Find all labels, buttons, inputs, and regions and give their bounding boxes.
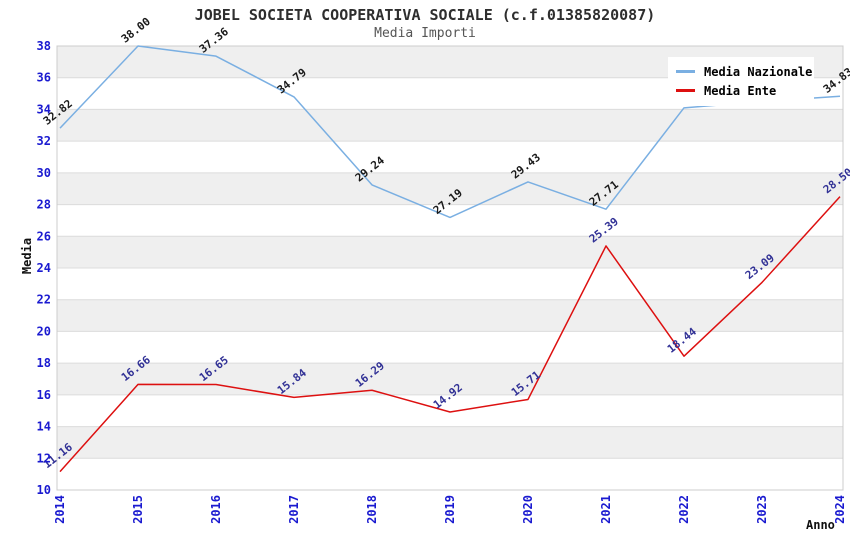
x-tick-label: 2021 (599, 495, 613, 524)
legend-swatch-blue-line (676, 70, 695, 73)
x-tick-label: 2019 (443, 495, 457, 524)
y-tick-label: 22 (37, 293, 51, 307)
legend-swatch-red-line (676, 89, 695, 92)
y-tick-label: 36 (37, 71, 51, 85)
legend-item-media-nazionale[interactable]: Media Nazionale (676, 62, 812, 81)
background-band (57, 236, 843, 268)
y-tick-label: 16 (37, 388, 51, 402)
y-tick-label: 18 (37, 356, 51, 370)
legend-label-media-nazionale: Media Nazionale (704, 64, 813, 79)
y-tick-label: 30 (37, 166, 51, 180)
legend-label-media-ente: Media Ente (704, 83, 777, 98)
x-tick-label: 2015 (131, 495, 145, 524)
point-label: 38.00 (119, 15, 153, 46)
background-band (57, 172, 843, 205)
y-tick-label: 14 (37, 420, 51, 434)
x-tick-label: 2018 (365, 495, 379, 524)
x-axis-title: Anno (806, 518, 835, 532)
y-tick-label: 12 (37, 451, 51, 465)
x-tick-label: 2017 (287, 495, 301, 524)
y-tick-label: 20 (37, 324, 51, 338)
chart-subtitle: Media Importi (374, 26, 476, 41)
background-band (57, 426, 843, 459)
x-tick-label: 2014 (53, 495, 67, 524)
background-band (57, 109, 843, 142)
y-tick-label: 34 (37, 102, 51, 116)
x-tick-label: 2020 (521, 495, 535, 524)
y-tick-label: 10 (37, 483, 51, 497)
y-tick-label: 26 (37, 229, 51, 243)
legend-item-media-ente[interactable]: Media Ente (676, 81, 806, 100)
background-band (57, 299, 843, 332)
y-tick-label: 32 (37, 134, 51, 148)
x-tick-label: 2024 (833, 495, 847, 524)
series-line-media-ente (59, 196, 841, 473)
y-tick-label: 38 (37, 39, 51, 53)
y-tick-label: 28 (37, 198, 51, 212)
x-tick-label: 2022 (677, 495, 691, 524)
x-tick-label: 2016 (209, 495, 223, 524)
x-tick-label: 2023 (755, 495, 769, 524)
background-band (57, 363, 843, 395)
y-tick-label: 24 (37, 261, 51, 275)
legend: Media Nazionale Media Ente (668, 57, 814, 106)
plot-border (56, 45, 844, 491)
chart-title: JOBEL SOCIETA COOPERATIVA SOCIALE (c.f.0… (194, 6, 656, 24)
